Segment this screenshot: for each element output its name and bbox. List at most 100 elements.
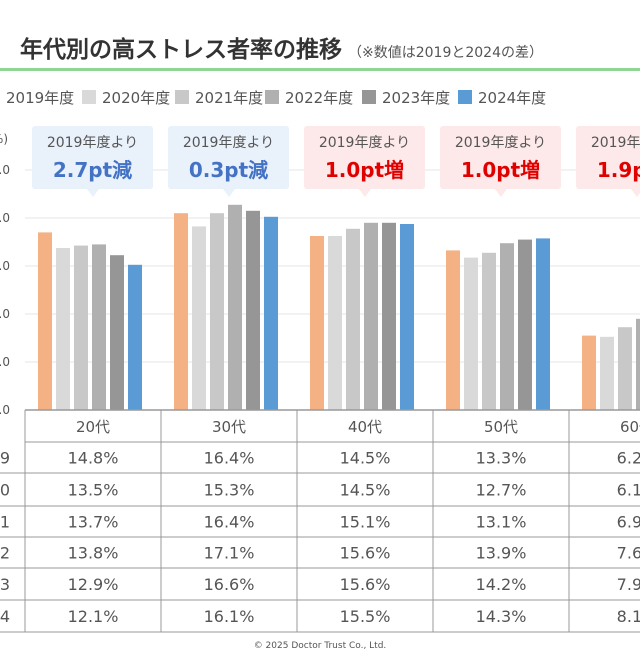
legend-swatch [82, 90, 96, 104]
table-row-label: 2019 [0, 449, 10, 468]
table-cell: 13.3% [476, 449, 527, 468]
bar [446, 250, 460, 410]
table-cell: 16.6% [204, 575, 255, 594]
callout-box [440, 126, 561, 189]
bar [174, 213, 188, 410]
table-cell: 14.5% [340, 481, 391, 500]
table-cell: 16.4% [204, 513, 255, 532]
page-title: 年代別の高ストレス者率の推移 （※数値は2019と2024の差） [20, 30, 543, 64]
callout-pointer [223, 189, 235, 197]
copyright: © 2025 Doctor Trust Co., Ltd. [253, 641, 387, 651]
table-row-label: 2024 [0, 607, 10, 626]
bar [618, 327, 632, 410]
bar [228, 204, 242, 410]
table-cell: 13.7% [68, 513, 119, 532]
table-cell: 13.8% [68, 544, 119, 563]
bar [264, 216, 278, 410]
legend-label: 2023年度 [382, 89, 450, 107]
title-divider [0, 68, 640, 71]
bar [92, 244, 106, 410]
bar [346, 228, 360, 410]
table-row-label: 2022 [0, 544, 10, 563]
table-cell: 14.2% [476, 575, 527, 594]
category-label: 40代 [348, 418, 382, 436]
bar [500, 243, 514, 410]
bar [582, 335, 596, 410]
table-cell: 15.3% [204, 481, 255, 500]
table-cell: 15.5% [340, 607, 391, 626]
callout-pointer [87, 189, 99, 197]
legend-swatch [362, 90, 376, 104]
bar [382, 222, 396, 410]
bar [38, 232, 52, 410]
y-tick-label: 8.0 [0, 307, 10, 321]
bar-chart: 2019年度 2020年度 2021年度 2022年度 2023年度 2024年度 (%) 0… [0, 89, 640, 633]
category-label: 30代 [212, 418, 246, 436]
table-cell: 6.1% [617, 481, 640, 500]
legend-label: 2019年度 [6, 89, 74, 107]
table-cell: 14.5% [340, 449, 391, 468]
table-cell: 6.2% [617, 449, 640, 468]
callout-pointer [495, 189, 507, 197]
table-cell: 13.5% [68, 481, 119, 500]
legend-swatch [458, 90, 472, 104]
callout-value: 2.7pt減 [53, 158, 132, 182]
table-row-label: 2023 [0, 575, 10, 594]
bar [600, 336, 614, 410]
legend-swatch [175, 90, 189, 104]
callout-pointer [359, 189, 371, 197]
callout-line1: 2019年度より [591, 135, 640, 151]
table-cell: 13.9% [476, 544, 527, 563]
legend-label: 2021年度 [195, 89, 263, 107]
legend-label: 2024年度 [478, 89, 546, 107]
bar [364, 222, 378, 410]
table-cell: 13.1% [476, 513, 527, 532]
legend-swatch [265, 90, 279, 104]
bar [110, 255, 124, 410]
bar [328, 236, 342, 410]
bar [128, 264, 142, 410]
table-cell: 6.9% [617, 513, 640, 532]
bar [518, 239, 532, 410]
legend-label: 2022年度 [285, 89, 353, 107]
y-tick-label: 0.0 [0, 403, 10, 417]
legend-label: 2020年度 [102, 89, 170, 107]
callout-line1: 2019年度より [47, 135, 138, 151]
y-tick-label: 20.0 [0, 163, 10, 177]
table-cell: 14.3% [476, 607, 527, 626]
subtitle: （※数値は2019と2024の差） [348, 45, 543, 61]
table-cell: 15.6% [340, 544, 391, 563]
bar [210, 213, 224, 410]
table-cell: 15.1% [340, 513, 391, 532]
category-label: 20代 [76, 418, 110, 436]
callout-line1: 2019年度より [183, 135, 274, 151]
bar [482, 252, 496, 410]
callout-value: 1.0pt増 [461, 158, 540, 182]
y-tick-label: 12.0 [0, 259, 10, 273]
table-cell: 12.7% [476, 481, 527, 500]
bar [464, 257, 478, 410]
callout-box [304, 126, 425, 189]
bar [192, 226, 206, 410]
callout-value: 1.9pt増 [597, 158, 640, 182]
y-axis-label: (%) [0, 132, 8, 146]
table-row-label: 2021 [0, 513, 10, 532]
table-cell: 12.1% [68, 607, 119, 626]
table-cell: 15.6% [340, 575, 391, 594]
callout-pointer [631, 189, 640, 197]
category-label: 50代 [484, 418, 518, 436]
bar [400, 224, 414, 410]
table-cell: 17.1% [204, 544, 255, 563]
callout-value: 0.3pt減 [189, 158, 268, 182]
bar [310, 236, 324, 410]
bar [56, 248, 70, 410]
table-cell: 16.4% [204, 449, 255, 468]
bar [636, 318, 640, 410]
table-cell: 7.6% [617, 544, 640, 563]
table-cell: 14.8% [68, 449, 119, 468]
callout-line1: 2019年度より [319, 135, 410, 151]
y-tick-label: 4.0 [0, 355, 10, 369]
table-cell: 8.1% [617, 607, 640, 626]
callout-box [32, 126, 153, 189]
table-row-label: 2020 [0, 481, 10, 500]
